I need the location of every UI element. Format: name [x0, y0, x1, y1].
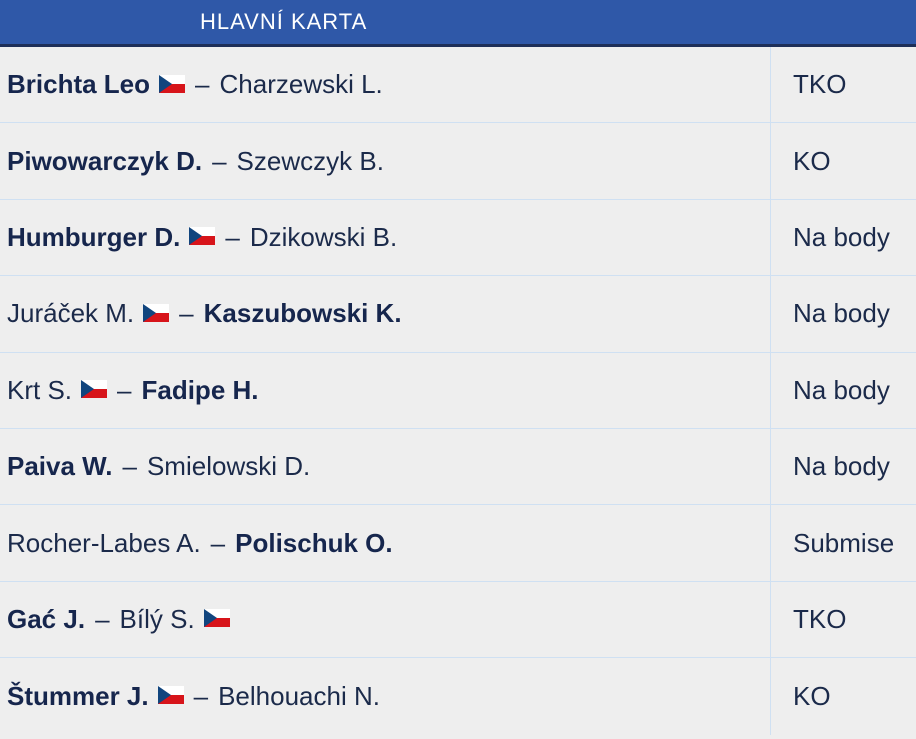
fighter-2-name: Smielowski D. — [146, 451, 311, 482]
cz-flag-icon — [203, 609, 230, 628]
fight-result: Na body — [793, 221, 890, 252]
fighter-1-name: Gać J. — [7, 603, 86, 634]
fight-result: Na body — [793, 451, 890, 482]
fight-result: KO — [793, 680, 831, 711]
fight-result: Na body — [793, 298, 890, 329]
fighter-1-name: Brichta Leo — [7, 69, 151, 100]
fight-matchup: Brichta Leo – Charzewski L. — [0, 47, 771, 123]
fight-matchup: Piwowarczyk D. – Szewczyk B. — [0, 123, 771, 199]
fighter-1-name: Juráček M. — [7, 298, 135, 329]
fighter-1-name: Piwowarczyk D. — [7, 145, 203, 176]
fight-result: TKO — [793, 603, 847, 634]
fighter-1-name: Krt S. — [7, 374, 73, 405]
fight-row: Štummer J. – Belhouachi N. KO — [0, 658, 916, 735]
fight-matchup: Gać J. – Bílý S. — [0, 581, 771, 658]
fight-matchup: Rocher-Labes A. – Polischuk O. — [0, 505, 771, 581]
fighter-1-name: Rocher-Labes A. — [7, 527, 201, 558]
fighter-2-name: Charzewski L. — [219, 69, 383, 100]
fight-row: Brichta Leo – Charzewski L. TKO — [0, 47, 916, 124]
fight-result: Submise — [793, 527, 895, 558]
fight-list: Brichta Leo – Charzewski L. TKO Piwowarczyk… — [0, 47, 916, 735]
fighter-1-name: Paiva W. — [7, 451, 113, 482]
fighter-2-name: Bílý S. — [119, 603, 195, 634]
fighter-2-name: Szewczyk B. — [236, 145, 384, 176]
cz-flag-icon — [143, 303, 170, 322]
matchup-separator: – — [179, 298, 194, 329]
fighter-2-name: Polischuk O. — [235, 527, 393, 558]
cz-flag-icon — [81, 380, 108, 399]
fight-row: Paiva W. – Smielowski D. Na body — [0, 428, 916, 506]
matchup-separator: – — [193, 680, 209, 711]
matchup-separator: – — [195, 69, 210, 100]
fight-result: Na body — [793, 374, 890, 405]
matchup-separator: – — [95, 603, 110, 634]
fight-matchup: Paiva W. – Smielowski D. — [0, 428, 771, 505]
fight-row: Piwowarczyk D. – Szewczyk B. KO — [0, 123, 916, 200]
fighter-1-name: Štummer J. — [7, 680, 149, 711]
matchup-separator: – — [210, 527, 226, 558]
fight-row: Juráček M. – Kaszubowski K. Na body — [0, 276, 916, 353]
fight-row: Humburger D. – Dzikowski B. Na body — [0, 199, 916, 277]
fight-row: Gać J. – Bílý S. TKO — [0, 581, 916, 659]
fight-matchup: Krt S. – Fadipe H. — [0, 352, 771, 428]
fight-row: Rocher-Labes A. – Polischuk O. Submise — [0, 505, 916, 582]
fighter-2-name: Belhouachi N. — [218, 680, 380, 711]
cz-flag-icon — [189, 227, 216, 246]
fighter-2-name: Kaszubowski K. — [203, 298, 402, 329]
fight-matchup: Humburger D. – Dzikowski B. — [0, 199, 771, 276]
cz-flag-icon — [159, 74, 186, 93]
matchup-separator: – — [225, 221, 240, 252]
fight-row: Krt S. – Fadipe H. Na body — [0, 352, 916, 429]
fight-matchup: Štummer J. – Belhouachi N. — [0, 658, 771, 735]
cz-flag-icon — [157, 686, 184, 705]
fight-matchup: Juráček M. – Kaszubowski K. — [0, 276, 771, 352]
card-title: HLAVNÍ KARTA — [200, 9, 368, 34]
fight-result: KO — [793, 145, 831, 176]
matchup-separator: – — [122, 451, 137, 482]
fighter-2-name: Fadipe H. — [141, 374, 259, 405]
matchup-separator: – — [212, 145, 227, 176]
fight-result: TKO — [793, 69, 847, 100]
fighter-1-name: Humburger D. — [7, 221, 181, 252]
card-header: HLAVNÍ KARTA — [0, 0, 916, 47]
matchup-separator: – — [117, 374, 132, 405]
fighter-2-name: Dzikowski B. — [249, 221, 398, 252]
